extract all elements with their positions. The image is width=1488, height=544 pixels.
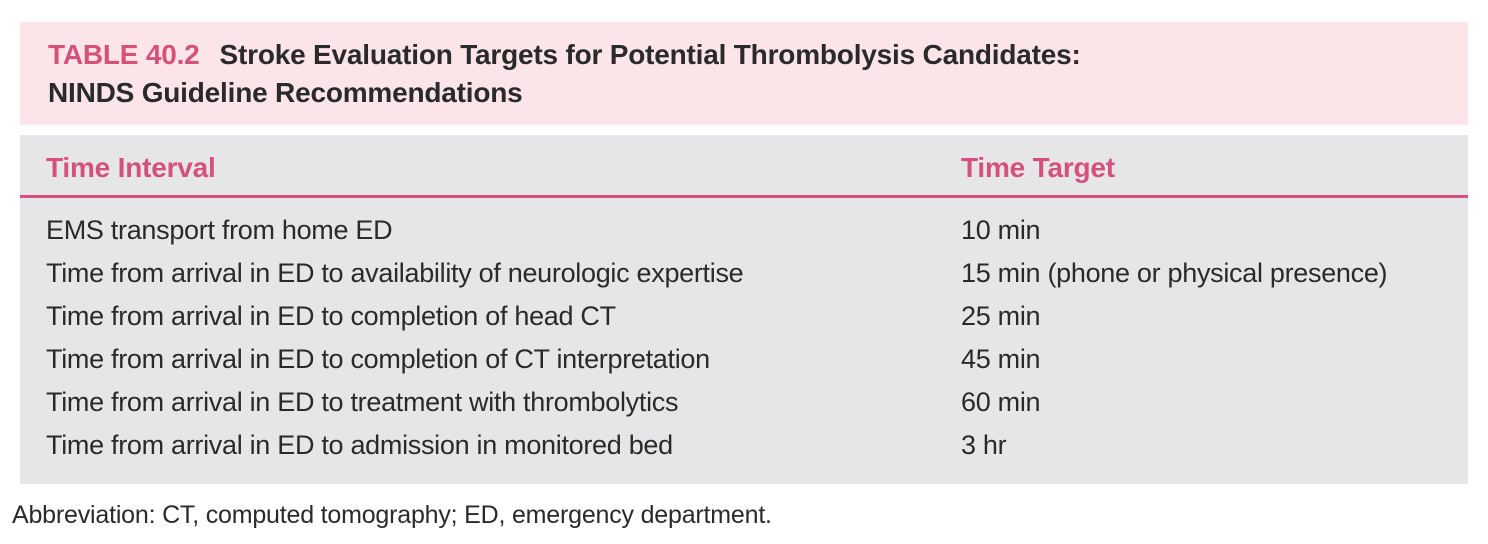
header-divider-rule [20, 195, 1468, 198]
table-footnote: Abbreviation: CT, computed tomography; E… [12, 501, 772, 529]
row-interval-cell: Time from arrival in ED to completion of… [46, 344, 710, 374]
table-rows-area: EMS transport from home ED 10 min Time f… [20, 198, 1468, 484]
table-title-line2: NINDS Guideline Recommendations [48, 77, 523, 108]
column-header-time-target: Time Target [961, 152, 1115, 183]
row-interval-cell: EMS transport from home ED [46, 215, 393, 245]
table-row: Time from arrival in ED to treatment wit… [46, 381, 1468, 424]
table-number-label: TABLE 40.2 [48, 39, 200, 70]
table-body: Time Interval Time Target EMS transport … [20, 135, 1468, 484]
row-target-cell: 3 hr [961, 430, 1007, 460]
table-heading: TABLE 40.2 Stroke Evaluation Targets for … [20, 22, 1468, 125]
row-interval-cell: Time from arrival in ED to availability … [46, 258, 744, 288]
table-row: Time from arrival in ED to availability … [46, 252, 1468, 295]
column-header-time-interval: Time Interval [46, 152, 216, 183]
row-target-cell: 60 min [961, 387, 1041, 417]
table-row: Time from arrival in ED to admission in … [46, 424, 1468, 467]
row-interval-cell: Time from arrival in ED to admission in … [46, 430, 673, 460]
row-interval-cell: Time from arrival in ED to completion of… [46, 301, 616, 331]
row-target-cell: 10 min [961, 215, 1041, 245]
table-row: Time from arrival in ED to completion of… [46, 338, 1468, 381]
table-title-line1: Stroke Evaluation Targets for Potential … [219, 39, 1081, 70]
table-row: EMS transport from home ED 10 min [46, 209, 1468, 252]
row-target-cell: 15 min (phone or physical presence) [961, 258, 1388, 288]
page: TABLE 40.2 Stroke Evaluation Targets for … [0, 22, 1488, 544]
table-row: Time from arrival in ED to completion of… [46, 295, 1468, 338]
row-target-cell: 25 min [961, 301, 1041, 331]
row-target-cell: 45 min [961, 344, 1041, 374]
row-interval-cell: Time from arrival in ED to treatment wit… [46, 387, 679, 417]
table-header-row: Time Interval Time Target [20, 135, 1468, 195]
